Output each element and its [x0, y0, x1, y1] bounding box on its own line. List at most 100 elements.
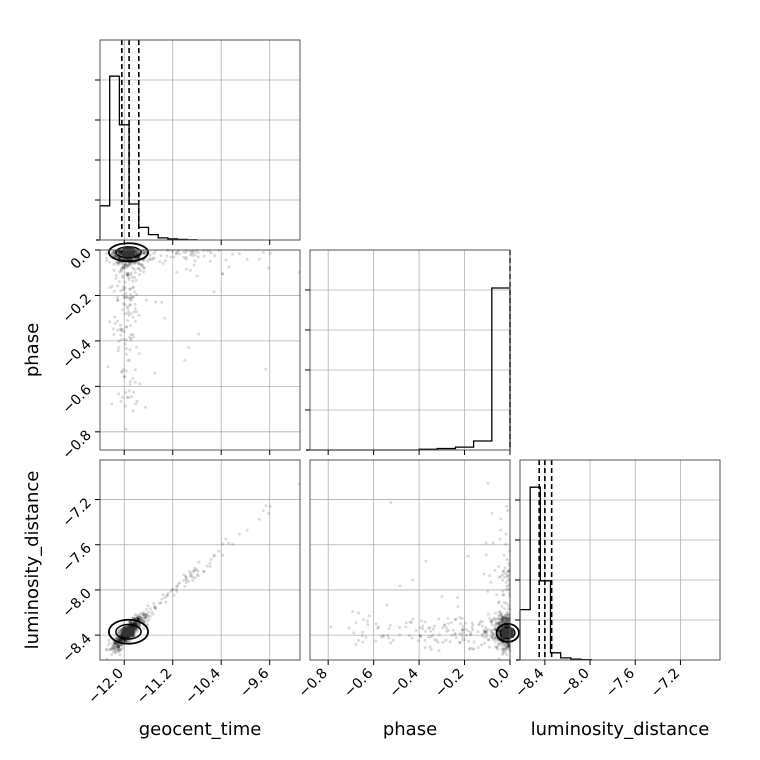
sample-point	[213, 553, 216, 557]
sample-point	[505, 504, 509, 508]
sample-point	[482, 629, 486, 633]
sample-point	[151, 612, 155, 616]
sample-point	[467, 639, 471, 643]
sample-point	[391, 639, 395, 642]
sample-point	[193, 566, 197, 570]
sample-point	[504, 532, 508, 536]
sample-point	[506, 619, 510, 623]
sample-point	[187, 570, 191, 573]
sample-point	[119, 648, 123, 652]
density-peak	[122, 247, 135, 258]
sample-point	[461, 628, 465, 631]
sample-point	[120, 634, 123, 638]
sample-point	[197, 560, 201, 564]
sample-point	[464, 627, 468, 631]
sample-point	[498, 613, 502, 617]
sample-point	[132, 620, 136, 624]
sample-point	[119, 327, 122, 331]
sample-point	[119, 323, 122, 327]
sample-point	[126, 273, 130, 277]
sample-point	[506, 642, 510, 646]
sample-point	[143, 616, 147, 620]
sample-point	[489, 635, 493, 639]
sample-point	[476, 646, 480, 649]
sample-point	[133, 290, 137, 294]
sample-point	[137, 614, 141, 618]
sample-point	[142, 266, 146, 270]
sample-point	[494, 625, 498, 629]
sample-point	[132, 261, 136, 265]
sample-point	[429, 629, 433, 633]
sample-point	[118, 629, 122, 633]
sample-point	[503, 615, 507, 619]
sample-point	[502, 648, 506, 651]
sample-point	[141, 250, 145, 254]
sample-point	[129, 298, 133, 302]
sample-point	[504, 616, 508, 620]
sample-point	[124, 291, 128, 295]
sample-point	[496, 601, 500, 605]
sample-point	[458, 616, 462, 620]
sample-point	[142, 613, 146, 617]
sample-point	[453, 633, 457, 637]
sample-point	[485, 631, 489, 635]
sample-point	[130, 621, 134, 625]
sample-point	[188, 268, 192, 272]
sample-point	[124, 404, 127, 408]
sample-point	[497, 643, 501, 647]
sample-point	[182, 255, 186, 259]
sample-point	[110, 402, 114, 406]
sample-point	[212, 554, 216, 558]
sample-point	[123, 639, 127, 643]
sample-point	[142, 270, 146, 274]
sample-point	[471, 623, 475, 627]
sample-point	[131, 621, 135, 625]
sample-point	[126, 271, 130, 275]
sample-point	[486, 481, 490, 485]
sample-point	[504, 616, 508, 620]
sample-point	[360, 634, 364, 638]
sample-point	[122, 265, 126, 269]
sample-point	[122, 330, 126, 333]
y-axis-label-phase: phase	[22, 323, 43, 377]
sample-point	[137, 352, 141, 356]
sample-point	[485, 629, 489, 633]
sample-point	[497, 610, 501, 614]
sample-point	[133, 275, 137, 279]
sample-point	[499, 618, 503, 621]
sample-point	[456, 605, 460, 609]
sample-point	[498, 617, 502, 621]
sample-point	[150, 610, 154, 614]
sample-point	[495, 622, 499, 626]
sample-point	[142, 252, 146, 255]
sample-point	[133, 627, 137, 631]
sample-point	[496, 617, 500, 621]
sample-point	[483, 631, 487, 635]
sample-point	[144, 615, 148, 619]
sample-point	[184, 575, 188, 579]
sample-point	[137, 272, 141, 276]
sample-point	[114, 255, 118, 259]
sample-point	[126, 319, 129, 322]
sample-point	[118, 252, 122, 256]
sample-point	[133, 302, 137, 306]
sample-point	[267, 511, 271, 515]
sample-point	[484, 541, 488, 545]
sample-point	[174, 585, 178, 588]
sample-point	[495, 593, 499, 597]
sample-point	[487, 638, 491, 642]
sample-point	[196, 251, 200, 254]
sample-point	[505, 610, 509, 614]
sample-point	[129, 395, 133, 399]
sample-point	[131, 315, 135, 319]
sample-point	[472, 647, 476, 651]
sample-point	[131, 295, 135, 299]
sample-point	[134, 627, 138, 631]
sample-point	[121, 395, 125, 399]
sample-point	[121, 276, 125, 280]
sample-point	[497, 621, 501, 625]
sample-point	[150, 258, 154, 262]
sample-point	[118, 638, 122, 642]
sample-point	[134, 626, 138, 630]
sample-point	[120, 250, 123, 254]
